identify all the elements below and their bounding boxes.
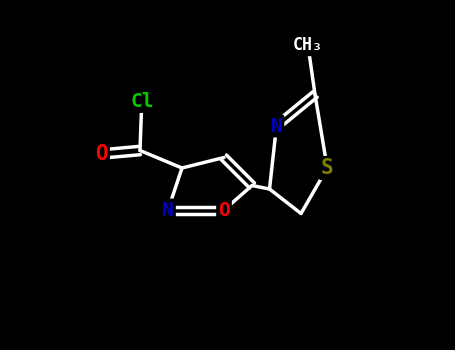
Text: O: O [218,201,230,219]
Text: O: O [95,144,108,164]
Text: Cl: Cl [130,92,153,111]
Text: N: N [162,201,174,219]
Text: S: S [321,158,334,178]
Text: N: N [271,117,283,135]
Text: CH₃: CH₃ [293,36,323,55]
